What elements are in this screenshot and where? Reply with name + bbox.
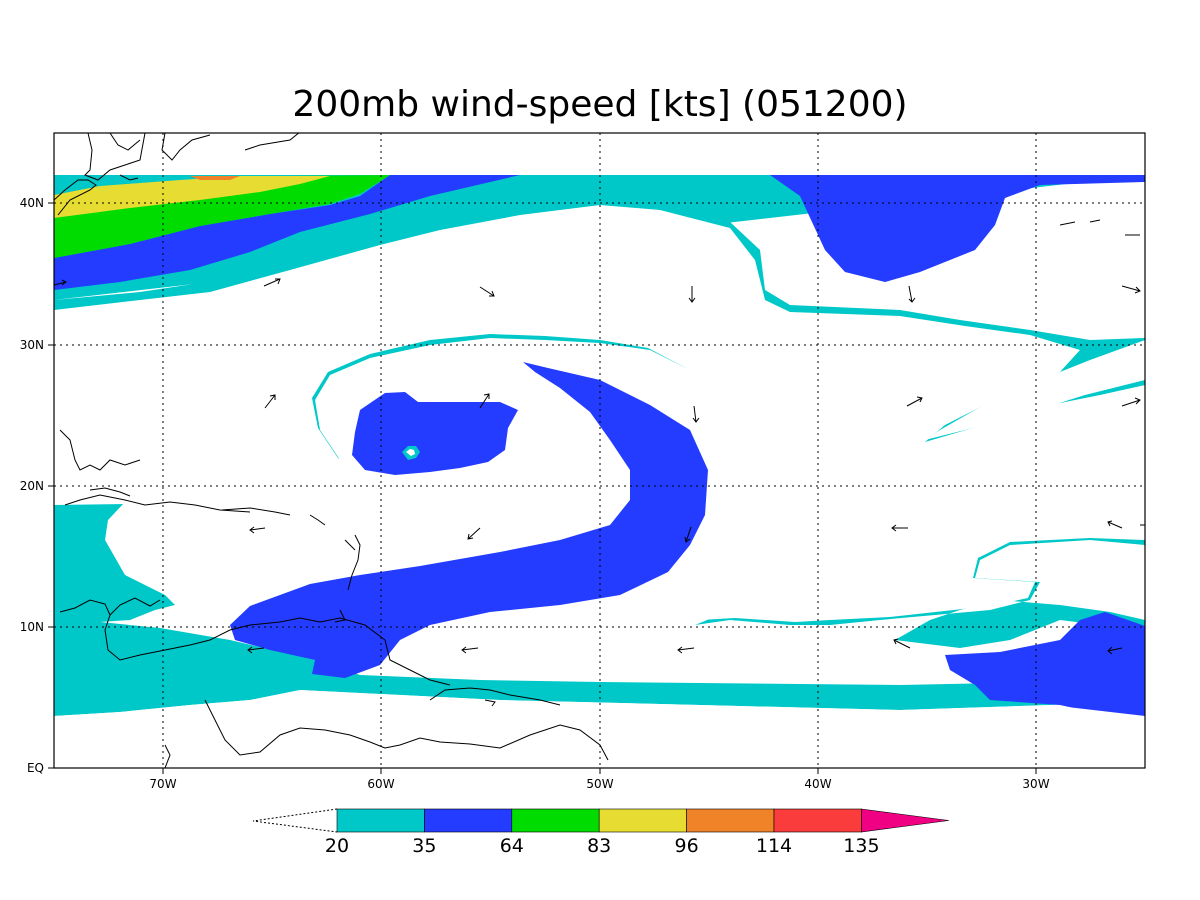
x-tick-label: 70W xyxy=(149,777,176,791)
colorbar-label: 96 xyxy=(675,835,699,857)
colorbar-bin xyxy=(773,808,862,833)
coastlines xyxy=(54,133,1145,768)
wind-arrow xyxy=(677,646,695,654)
y-tick-labels: 40N 30N 20N 10N EQ xyxy=(20,196,44,775)
wind-arrow xyxy=(264,394,276,409)
wind-arrow xyxy=(906,396,923,407)
x-tick-label: 50W xyxy=(586,777,613,791)
wind-band-green xyxy=(54,175,390,258)
y-tick-label: 40N xyxy=(20,196,44,210)
colorbar-bin xyxy=(424,808,513,833)
wind-arrow xyxy=(893,638,911,649)
x-tick-labels: 70W 60W 50W 40W 30W xyxy=(149,777,1049,791)
colorbar-bin xyxy=(598,808,687,833)
colorbar-label: 114 xyxy=(756,835,792,857)
colorbar: 20 35 64 83 96 114 135 xyxy=(252,808,949,857)
wind-arrow xyxy=(461,646,479,654)
x-tick-label: 30W xyxy=(1022,777,1049,791)
wind-arrow xyxy=(1107,520,1123,529)
wind-band-orange xyxy=(190,176,240,180)
colorbar-bin xyxy=(686,808,775,833)
colorbar-bin xyxy=(336,808,425,833)
colorbar-label: 135 xyxy=(843,835,879,857)
y-tick-label: 30N xyxy=(20,338,44,352)
white-patch xyxy=(432,370,505,392)
colorbar-label: 35 xyxy=(412,835,436,857)
wind-arrow xyxy=(688,286,696,303)
white-patch-small xyxy=(528,652,545,658)
wind-arrow xyxy=(247,646,265,654)
colorbar-label: 64 xyxy=(500,835,524,857)
y-tick-label: EQ xyxy=(27,761,44,775)
wind-arrow xyxy=(479,393,490,409)
wind-arrow xyxy=(891,524,908,532)
colorbar-bin xyxy=(511,808,600,833)
wind-arrow xyxy=(684,526,692,543)
colorbar-high-triangle xyxy=(861,808,949,833)
y-tick-label: 20N xyxy=(20,479,44,493)
colorbar-label: 20 xyxy=(325,835,349,857)
wind-arrow xyxy=(1107,646,1123,655)
wind-arrow xyxy=(53,279,67,286)
wind-arrow xyxy=(479,286,495,297)
wind-arrow xyxy=(692,405,700,423)
wind-arrow xyxy=(908,285,916,303)
x-tick-label: 40W xyxy=(804,777,831,791)
calm-region xyxy=(54,205,1145,622)
colorbar-low-triangle xyxy=(252,808,338,833)
chart-title: 200mb wind-speed [kts] (051200) xyxy=(292,84,907,125)
wind-arrow xyxy=(467,527,481,540)
storm-eye-center xyxy=(406,449,415,456)
tick-marks xyxy=(48,202,1037,774)
wind-arrow xyxy=(249,526,266,534)
wind-arrow xyxy=(1121,397,1141,407)
wind-arrow xyxy=(263,278,281,287)
graticule xyxy=(54,133,1145,768)
wind-vectors xyxy=(53,278,1141,655)
y-tick-label: 10N xyxy=(20,620,44,634)
x-tick-label: 60W xyxy=(367,777,394,791)
wind-arrow xyxy=(1121,285,1141,294)
wind-band-yellow xyxy=(54,176,330,218)
colorbar-label: 83 xyxy=(587,835,611,857)
